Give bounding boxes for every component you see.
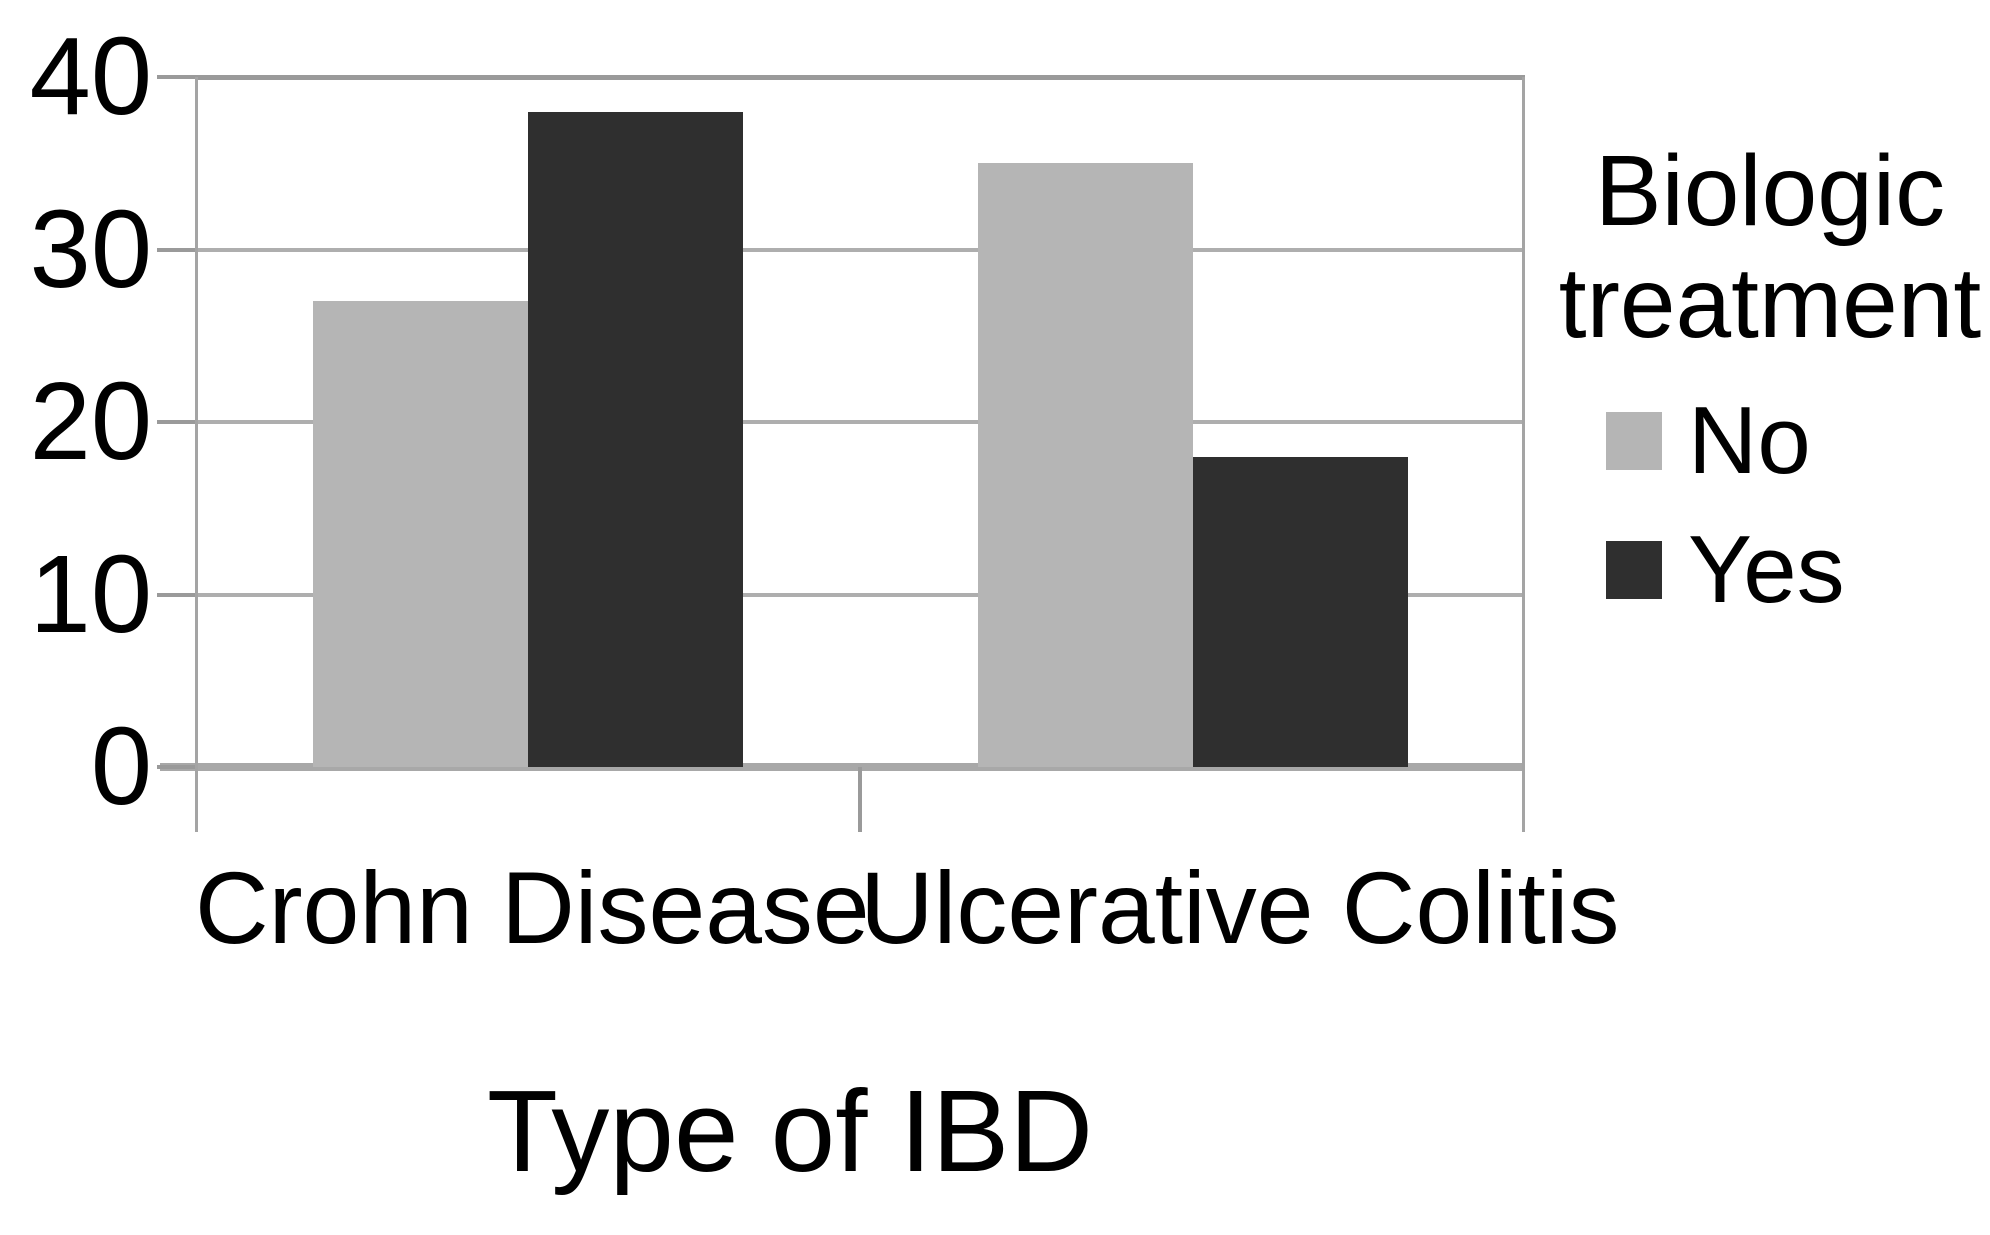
legend-item-yes: Yes	[1606, 522, 1845, 618]
y-axis-tick	[157, 247, 195, 252]
y-axis-tick	[157, 592, 195, 597]
y-axis-tick-label: 40	[29, 15, 152, 138]
legend-label-yes: Yes	[1688, 516, 1845, 623]
legend-swatch-yes	[1606, 541, 1662, 599]
y-axis-tick-label: 0	[90, 705, 152, 828]
bar-ulcerative-colitis-no	[977, 163, 1193, 767]
gridline-40	[195, 75, 1525, 80]
x-axis-title: Type of IBD	[486, 1066, 1094, 1196]
gridline-10	[195, 592, 1525, 597]
bar-ulcerative-colitis-yes	[1192, 456, 1408, 767]
gridline-20	[195, 420, 1525, 424]
bar-crohn-disease-no	[312, 301, 528, 767]
plot-frame-left	[195, 77, 198, 832]
x-category-label-ulcerative-colitis: Ulcerative Colitis	[860, 851, 1620, 965]
y-axis-tick	[157, 765, 195, 769]
legend-swatch-no	[1606, 412, 1662, 470]
x-axis-line	[160, 763, 1525, 771]
legend-item-no: No	[1606, 393, 1811, 489]
x-category-label-crohn-disease: Crohn Disease	[195, 851, 870, 965]
x-axis-tick	[858, 767, 862, 832]
plot-frame-right	[1522, 77, 1525, 832]
y-axis-tick-label: 20	[29, 360, 152, 483]
bar-crohn-disease-yes	[527, 111, 743, 767]
legend-label-no: No	[1688, 387, 1811, 494]
y-axis-tick	[157, 420, 195, 424]
y-axis-tick	[157, 75, 195, 79]
y-axis-tick-label: 10	[29, 532, 152, 656]
legend-title: Biologic treatment	[1558, 135, 1982, 359]
gridline-30	[195, 247, 1525, 252]
y-axis-tick-label: 30	[29, 187, 152, 311]
